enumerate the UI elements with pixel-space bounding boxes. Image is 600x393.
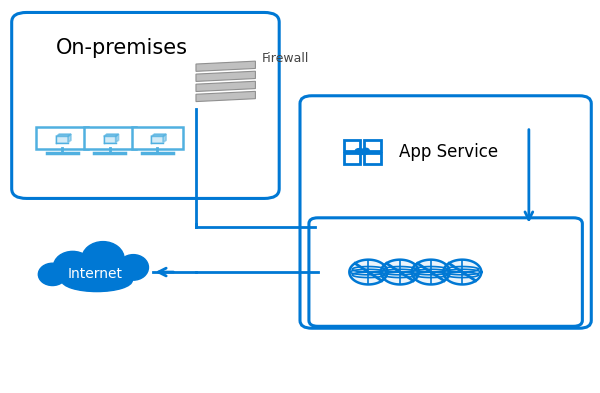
Ellipse shape (62, 269, 133, 292)
Polygon shape (56, 134, 71, 136)
Polygon shape (56, 136, 68, 143)
FancyBboxPatch shape (364, 140, 381, 151)
Ellipse shape (362, 148, 369, 152)
Polygon shape (116, 134, 119, 143)
Polygon shape (104, 136, 116, 143)
Ellipse shape (355, 149, 363, 152)
FancyBboxPatch shape (344, 153, 361, 164)
Text: Internet: Internet (67, 267, 122, 281)
FancyBboxPatch shape (300, 96, 591, 328)
Polygon shape (151, 136, 163, 143)
Polygon shape (196, 91, 256, 101)
Text: App Service: App Service (399, 143, 498, 161)
Text: On-premises: On-premises (56, 38, 188, 58)
FancyBboxPatch shape (131, 127, 183, 149)
Polygon shape (412, 260, 450, 285)
Polygon shape (381, 260, 419, 285)
Polygon shape (163, 134, 166, 143)
Polygon shape (151, 134, 166, 136)
FancyBboxPatch shape (364, 153, 381, 164)
Polygon shape (196, 81, 256, 92)
Polygon shape (68, 134, 71, 143)
Polygon shape (196, 61, 256, 72)
Ellipse shape (38, 263, 67, 286)
FancyBboxPatch shape (309, 218, 583, 326)
Polygon shape (443, 260, 481, 285)
Polygon shape (349, 260, 388, 285)
FancyBboxPatch shape (344, 140, 361, 151)
FancyBboxPatch shape (11, 13, 279, 198)
Ellipse shape (82, 242, 124, 276)
FancyBboxPatch shape (37, 127, 88, 149)
Polygon shape (196, 71, 256, 81)
Ellipse shape (53, 252, 92, 281)
FancyBboxPatch shape (84, 127, 136, 149)
Ellipse shape (356, 151, 368, 154)
Ellipse shape (118, 255, 148, 280)
Text: Firewall: Firewall (262, 52, 309, 65)
Polygon shape (104, 134, 119, 136)
